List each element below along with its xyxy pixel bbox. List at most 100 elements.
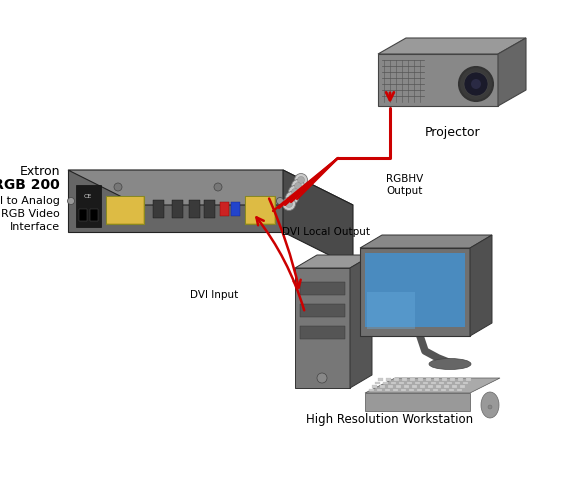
Bar (457, 389, 462, 391)
Circle shape (114, 183, 122, 191)
Bar (378, 378, 383, 381)
Text: DVI Input: DVI Input (190, 290, 238, 300)
Bar (420, 386, 425, 387)
Text: DVI to Analog: DVI to Analog (0, 196, 60, 206)
Bar (375, 382, 380, 384)
Polygon shape (360, 235, 492, 248)
Text: DVI Local Output: DVI Local Output (282, 227, 370, 237)
Bar (410, 378, 415, 381)
Bar (402, 378, 407, 381)
Circle shape (464, 72, 488, 96)
Circle shape (288, 185, 302, 199)
Bar (466, 378, 471, 381)
Bar (388, 386, 393, 387)
Polygon shape (365, 253, 465, 327)
Text: DVI-RGB 200: DVI-RGB 200 (0, 178, 60, 192)
Bar (439, 382, 444, 384)
Bar (369, 389, 374, 391)
Circle shape (214, 183, 222, 191)
Bar (452, 386, 457, 387)
Bar (107, 197, 143, 223)
Polygon shape (378, 38, 526, 54)
Bar (220, 202, 229, 216)
Polygon shape (68, 170, 353, 205)
Polygon shape (498, 38, 526, 106)
Bar (383, 382, 388, 384)
Bar (172, 200, 183, 218)
Text: High Resolution Workstation: High Resolution Workstation (307, 413, 474, 426)
Bar (404, 386, 409, 387)
Text: Projector: Projector (425, 126, 481, 139)
Circle shape (283, 198, 295, 210)
Circle shape (291, 180, 304, 192)
Circle shape (67, 198, 75, 204)
Bar (455, 382, 460, 384)
Bar (436, 386, 441, 387)
Bar (441, 389, 446, 391)
Bar (425, 389, 430, 391)
Bar (442, 378, 447, 381)
Text: Interface: Interface (10, 222, 60, 232)
Bar (447, 382, 452, 384)
Text: RGBHV
Output: RGBHV Output (386, 174, 424, 196)
Bar (417, 389, 422, 391)
Polygon shape (378, 54, 498, 106)
Polygon shape (350, 255, 372, 388)
Bar (300, 304, 345, 317)
Bar (396, 386, 401, 387)
Bar (426, 378, 431, 381)
Bar (394, 378, 399, 381)
Text: Extron: Extron (19, 165, 60, 178)
Bar (204, 200, 215, 218)
Circle shape (298, 177, 304, 183)
Circle shape (286, 191, 299, 204)
Polygon shape (295, 255, 372, 268)
Bar (423, 382, 428, 384)
Circle shape (459, 67, 493, 101)
Bar (434, 378, 439, 381)
Bar (412, 386, 417, 387)
Polygon shape (283, 170, 353, 267)
Bar (245, 196, 275, 224)
Circle shape (317, 373, 327, 383)
Circle shape (288, 195, 295, 202)
Bar (391, 382, 396, 384)
Bar (415, 382, 420, 384)
Text: CE: CE (84, 194, 92, 199)
Bar (458, 378, 463, 381)
Bar (401, 389, 406, 391)
Polygon shape (470, 235, 492, 336)
Polygon shape (360, 248, 470, 336)
Circle shape (286, 201, 292, 207)
Polygon shape (68, 170, 283, 232)
Polygon shape (295, 268, 350, 388)
Bar (460, 386, 465, 387)
Bar (449, 389, 454, 391)
Ellipse shape (481, 392, 499, 418)
Bar (300, 282, 345, 295)
Bar (393, 389, 398, 391)
Bar (386, 378, 391, 381)
Bar (450, 378, 455, 381)
Bar (79, 209, 87, 221)
Bar (463, 382, 468, 384)
Bar (372, 386, 377, 387)
Circle shape (291, 188, 299, 196)
Circle shape (295, 183, 302, 189)
Bar (418, 378, 423, 381)
Bar (106, 196, 144, 224)
Bar (428, 386, 433, 387)
Bar (189, 200, 200, 218)
Bar (399, 382, 404, 384)
Bar (90, 209, 98, 221)
Polygon shape (365, 378, 500, 393)
Bar (231, 202, 240, 216)
Bar (409, 389, 414, 391)
Bar (380, 386, 385, 387)
Bar (385, 389, 390, 391)
Bar (444, 386, 449, 387)
Bar (431, 382, 436, 384)
Bar (407, 382, 412, 384)
Circle shape (471, 79, 481, 89)
Polygon shape (365, 393, 470, 411)
